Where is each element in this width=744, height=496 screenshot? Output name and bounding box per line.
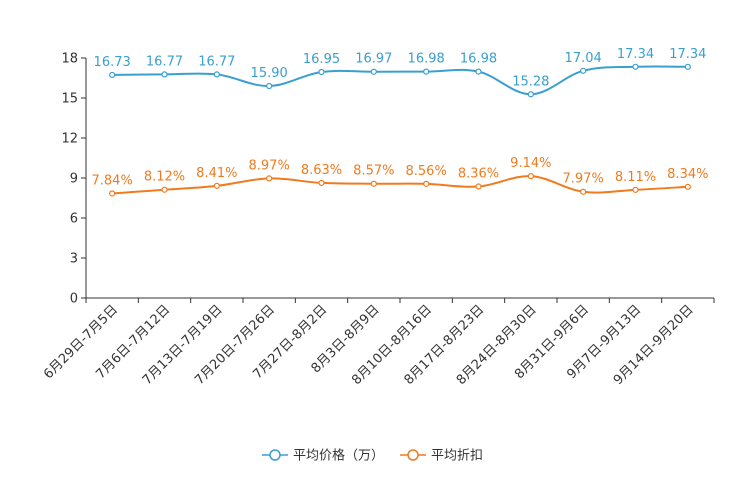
y-tick-label: 18	[61, 52, 78, 67]
data-label: 8.41%	[196, 166, 237, 181]
data-label: 16.97	[355, 52, 392, 67]
data-point[interactable]	[318, 68, 325, 76]
data-point[interactable]	[475, 68, 482, 75]
data-label: 8.63%	[301, 163, 342, 178]
data-point[interactable]	[213, 182, 220, 189]
data-label: 7.84%	[92, 173, 133, 188]
legend-label: 平均价格（万）	[293, 448, 384, 464]
data-point[interactable]	[161, 71, 168, 78]
chart-axes: 03691215186月29日-7月5日7月6日-7月12日7月13日-7月19…	[41, 52, 715, 388]
data-label: 8.34%	[667, 167, 708, 182]
data-label: 8.11%	[615, 170, 656, 185]
series-line	[112, 65, 688, 96]
data-point[interactable]	[527, 173, 534, 180]
data-point[interactable]	[632, 63, 639, 70]
data-label: 8.97%	[249, 158, 290, 173]
data-point[interactable]	[580, 188, 587, 195]
legend-marker-icon	[407, 449, 419, 461]
y-tick-label: 15	[61, 92, 78, 107]
data-point[interactable]	[318, 179, 325, 187]
y-tick-label: 0	[70, 292, 78, 307]
data-point[interactable]	[109, 71, 116, 79]
data-label: 8.57%	[353, 164, 394, 179]
data-point[interactable]	[423, 68, 430, 75]
data-point[interactable]	[684, 183, 691, 190]
legend[interactable]: 平均价格（万） 平均折扣	[262, 448, 483, 464]
data-point[interactable]	[684, 63, 691, 70]
y-tick-label: 12	[61, 132, 78, 147]
y-tick-label: 9	[70, 172, 78, 187]
data-label: 9.14%	[510, 156, 551, 171]
data-label: 17.34	[617, 47, 654, 62]
data-label: 16.77	[146, 54, 183, 69]
data-point[interactable]	[423, 180, 430, 187]
data-label: 16.98	[408, 52, 445, 67]
data-label: 7.97%	[563, 172, 604, 187]
legend-item-1[interactable]: 平均价格（万）	[262, 448, 384, 464]
series-line	[112, 175, 688, 195]
data-point[interactable]	[266, 82, 273, 90]
data-label: 15.90	[251, 66, 288, 81]
data-point[interactable]	[161, 186, 168, 193]
data-label: 15.28	[512, 74, 549, 89]
data-point[interactable]	[527, 91, 534, 98]
data-label: 16.77	[198, 54, 235, 69]
data-label: 16.95	[303, 52, 340, 67]
data-point[interactable]	[632, 186, 639, 193]
y-tick-label: 3	[70, 252, 78, 267]
data-point[interactable]	[580, 67, 587, 74]
legend-item-2[interactable]: 平均折扣	[400, 449, 483, 464]
data-label: 17.34	[669, 47, 706, 62]
data-label: 17.04	[565, 51, 602, 66]
data-label: 8.36%	[458, 167, 499, 182]
y-tick-label: 6	[70, 212, 78, 227]
data-point[interactable]	[266, 175, 273, 182]
legend-marker-icon	[269, 449, 281, 461]
data-label: 16.98	[460, 52, 497, 67]
series-2: 7.84% 8.12% 8.41% 8.97% 8.63% 8.57% 8.56% 8.36%…	[92, 156, 708, 197]
series-1: 16.73 16.77 16.77 15.90 16.95 16.97 16.98 16.98…	[94, 47, 706, 98]
data-point[interactable]	[109, 190, 116, 197]
data-point[interactable]	[370, 180, 377, 187]
data-label: 8.12%	[144, 170, 185, 185]
data-label: 16.73	[94, 55, 131, 70]
series-layer: 16.73 16.77 16.77 15.90 16.95 16.97 16.98 16.98…	[92, 47, 708, 197]
data-point[interactable]	[370, 68, 377, 75]
data-point[interactable]	[213, 71, 220, 78]
data-label: 8.56%	[406, 164, 447, 179]
data-point[interactable]	[475, 183, 482, 190]
legend-label: 平均折扣	[431, 449, 483, 464]
